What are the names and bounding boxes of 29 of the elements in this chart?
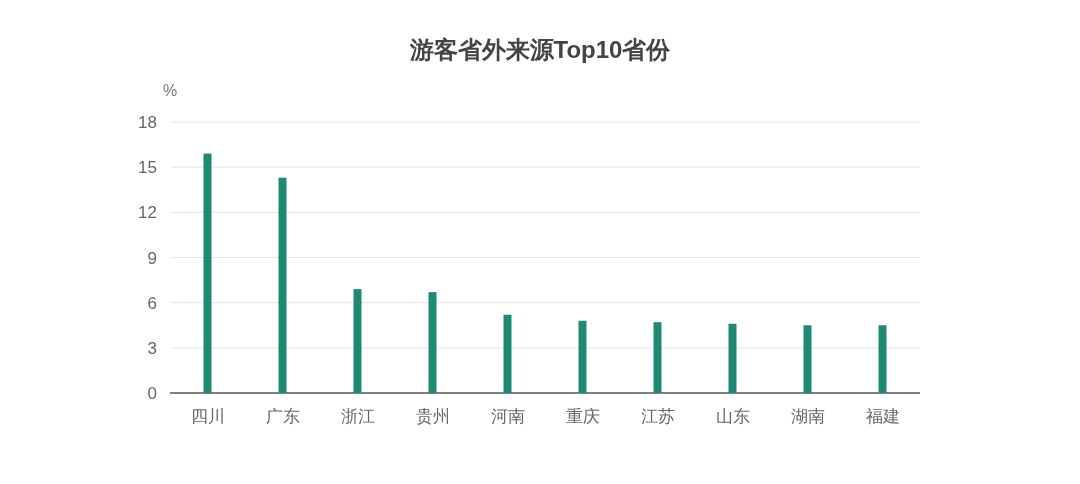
x-tick-label: 重庆	[565, 407, 600, 426]
bar	[653, 322, 662, 393]
bar	[278, 177, 287, 393]
bar	[353, 289, 362, 393]
x-tick-label: 贵州	[415, 407, 450, 426]
bar	[503, 314, 512, 393]
x-tick-label: 广东	[265, 407, 300, 426]
y-tick-label: 6	[147, 293, 157, 313]
bar	[728, 323, 737, 393]
bar	[428, 292, 437, 393]
bar	[878, 325, 887, 393]
y-tick-label: 18	[138, 113, 157, 132]
y-tick-label: 15	[138, 158, 157, 178]
bar	[203, 153, 212, 393]
y-tick-label: 0	[147, 384, 157, 403]
x-tick-label: 江苏	[640, 407, 675, 426]
x-tick-label: 福建	[865, 407, 900, 426]
x-tick-label: 河南	[490, 407, 525, 426]
y-tick-label: 12	[138, 203, 157, 223]
x-tick-label: 山东	[715, 407, 750, 426]
x-tick-label: 四川	[190, 407, 225, 426]
chart-title: 游客省外来源Top10省份	[408, 36, 672, 63]
bar	[578, 320, 587, 393]
x-tick-label: 浙江	[340, 407, 375, 426]
x-tick-label: 湖南	[790, 407, 825, 426]
y-tick-label: 3	[147, 338, 157, 358]
bar	[803, 325, 812, 393]
y-axis-title: %	[162, 82, 178, 99]
y-tick-label: 9	[147, 248, 157, 268]
